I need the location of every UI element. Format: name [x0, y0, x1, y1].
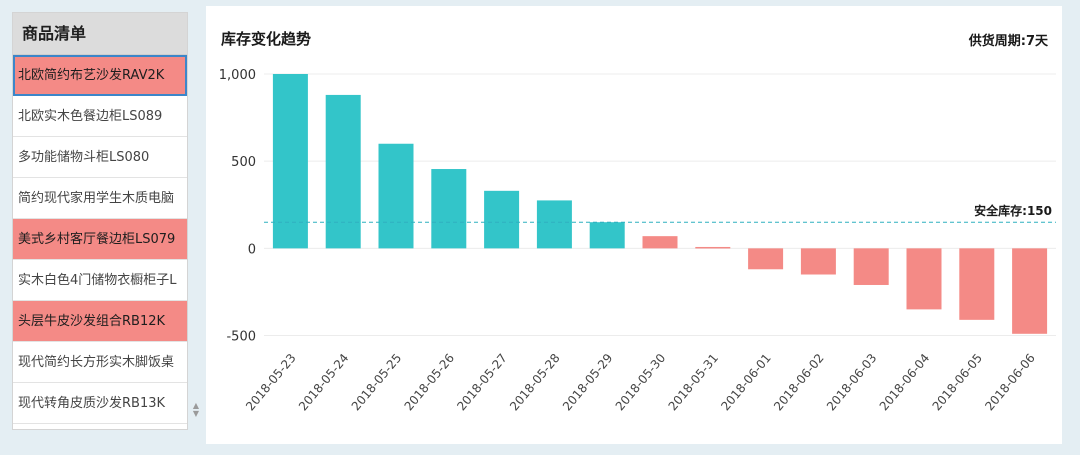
y-tick-label: 500 — [231, 155, 256, 170]
bar — [695, 246, 731, 249]
product-list-item[interactable]: 现代转角皮质沙发RB13K — [13, 383, 187, 424]
x-tick-label: 2018-05-28 — [507, 351, 563, 413]
inventory-chart: -50005001,0002018-05-232018-05-242018-05… — [219, 68, 1056, 413]
bar — [272, 74, 308, 249]
x-tick-label: 2018-05-31 — [666, 351, 722, 413]
bar — [800, 248, 836, 275]
bar — [378, 143, 414, 249]
product-list-header: 商品清单 — [13, 13, 187, 55]
x-tick-label: 2018-06-06 — [982, 351, 1038, 413]
x-tick-label: 2018-05-25 — [349, 351, 405, 413]
bar — [853, 248, 889, 285]
y-tick-label: -500 — [226, 330, 256, 345]
product-list-item[interactable]: 北欧实木色餐边柜LS089 — [13, 96, 187, 137]
bar — [906, 248, 942, 310]
y-tick-label: 1,000 — [219, 68, 256, 83]
product-list-item[interactable]: 美式乡村客厅餐边柜LS079 — [13, 219, 187, 260]
x-tick-label: 2018-05-29 — [560, 351, 616, 413]
bar — [1012, 248, 1048, 334]
bar — [325, 94, 361, 249]
x-tick-label: 2018-05-27 — [454, 351, 510, 413]
product-list-item[interactable]: 实木白色4门储物衣橱柜子L — [13, 260, 187, 301]
x-tick-label: 2018-06-04 — [877, 351, 933, 413]
x-tick-label: 2018-05-26 — [402, 351, 458, 413]
chart-card: -500 0 500 1,000 2018-05-23 2018-05-24 2018-05… — [206, 6, 1062, 444]
supply-cycle-label: 供货周期:7天 — [968, 34, 1048, 49]
x-tick-label: 2018-06-01 — [718, 351, 774, 413]
x-tick-label: 2018-05-24 — [296, 351, 352, 413]
x-tick-label: 2018-06-02 — [771, 351, 827, 413]
product-list-panel: 商品清单 北欧简约布艺沙发RAV2K 北欧实木色餐边柜LS089 多功能储物斗柜LS… — [12, 12, 188, 430]
bar — [484, 190, 520, 249]
product-list: 北欧简约布艺沙发RAV2K 北欧实木色餐边柜LS089 多功能储物斗柜LS080 简约… — [13, 55, 187, 424]
bar — [536, 200, 572, 249]
safety-stock-label: 安全库存:150 — [974, 203, 1052, 218]
x-tick-label: 2018-06-05 — [930, 351, 986, 413]
bar — [959, 248, 995, 320]
product-list-item[interactable]: 头层牛皮沙发组合RB12K — [13, 301, 187, 342]
product-list-item[interactable]: 现代简约长方形实木脚饭桌 — [13, 342, 187, 383]
chart-title: 库存变化趋势 — [221, 30, 312, 48]
bar — [748, 248, 784, 270]
x-tick-label: 2018-06-03 — [824, 351, 880, 413]
product-list-item[interactable]: 简约现代家用学生木质电脑 — [13, 178, 187, 219]
up-down-chevron-icon[interactable]: ▲ ▼ — [192, 401, 200, 418]
y-tick-label: 0 — [248, 242, 256, 257]
bar — [431, 169, 467, 249]
bar — [589, 222, 625, 249]
x-tick-label: 2018-05-30 — [613, 351, 669, 413]
product-list-item[interactable]: 北欧简约布艺沙发RAV2K — [13, 55, 187, 96]
product-list-item[interactable]: 多功能储物斗柜LS080 — [13, 137, 187, 178]
x-tick-label: 2018-05-23 — [243, 351, 299, 413]
bar — [642, 236, 678, 249]
